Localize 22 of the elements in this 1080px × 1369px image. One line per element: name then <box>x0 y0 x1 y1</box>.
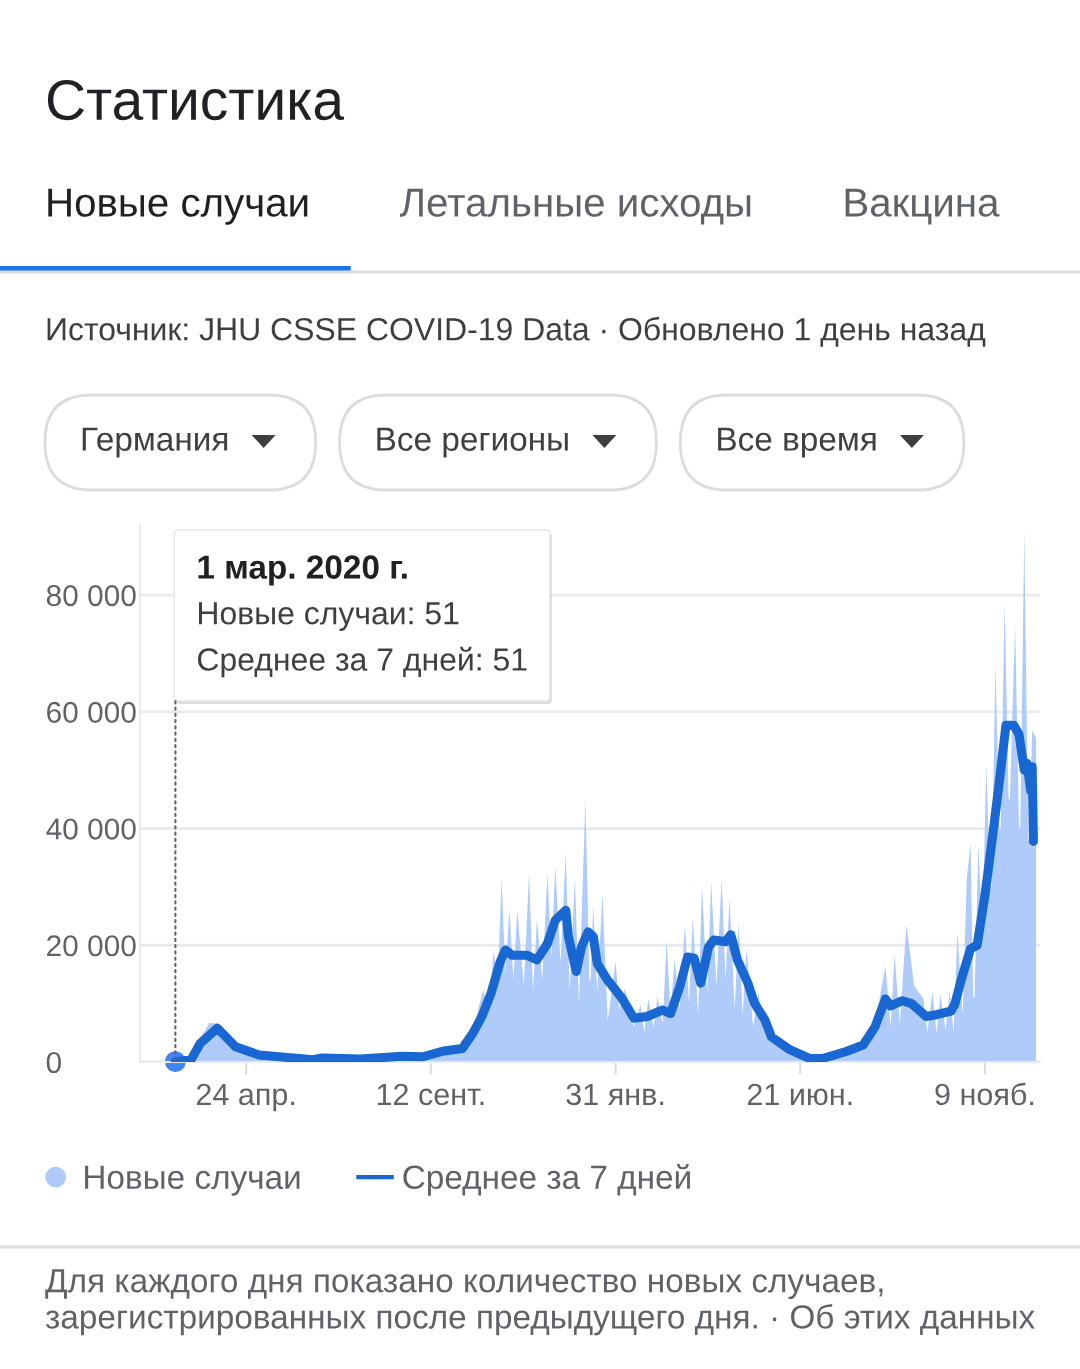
x-tick-label: 24 апр. <box>196 1083 295 1112</box>
chart-title: Статистика <box>47 79 345 121</box>
text: Вакцина <box>845 188 1000 225</box>
y-tick-label: 60 000 <box>47 701 136 723</box>
y-tick-label: 40 000 <box>46 818 136 840</box>
legend-label: Новые случаи <box>85 1165 300 1196</box>
y-tick-label: 20 000 <box>47 935 136 957</box>
x-tick-label: 21 июн. <box>747 1083 852 1106</box>
text: Для каждого дня показано количество новых случаев, зарегистрированных после предыдущего дня. · Об этих данных <box>45 1269 1035 1336</box>
text: Все время <box>718 427 876 458</box>
y-tick-label: 0 <box>46 1051 61 1074</box>
x-tick-label: 31 янв. <box>566 1083 664 1106</box>
y-tick-label: 80 000 <box>46 585 136 607</box>
legend-label: Среднее за 7 дней <box>403 1164 690 1196</box>
x-tick-label: 9 нояб. <box>935 1082 1034 1106</box>
text: Новые случаи <box>48 188 308 225</box>
text: Летальные исходы <box>399 188 751 225</box>
chart-subtitle: Источник: JHU CSSE COVID-19 Data · Обновлено 1 день назад <box>47 316 986 347</box>
text: Все регионы <box>377 427 568 458</box>
annotation: 1 мар. 2020 г. Новые случаи: 51 Среднее за 7 дней: 51 <box>197 555 527 678</box>
text: Германия <box>82 427 228 458</box>
x-tick-label: 12 сент. <box>377 1083 484 1106</box>
